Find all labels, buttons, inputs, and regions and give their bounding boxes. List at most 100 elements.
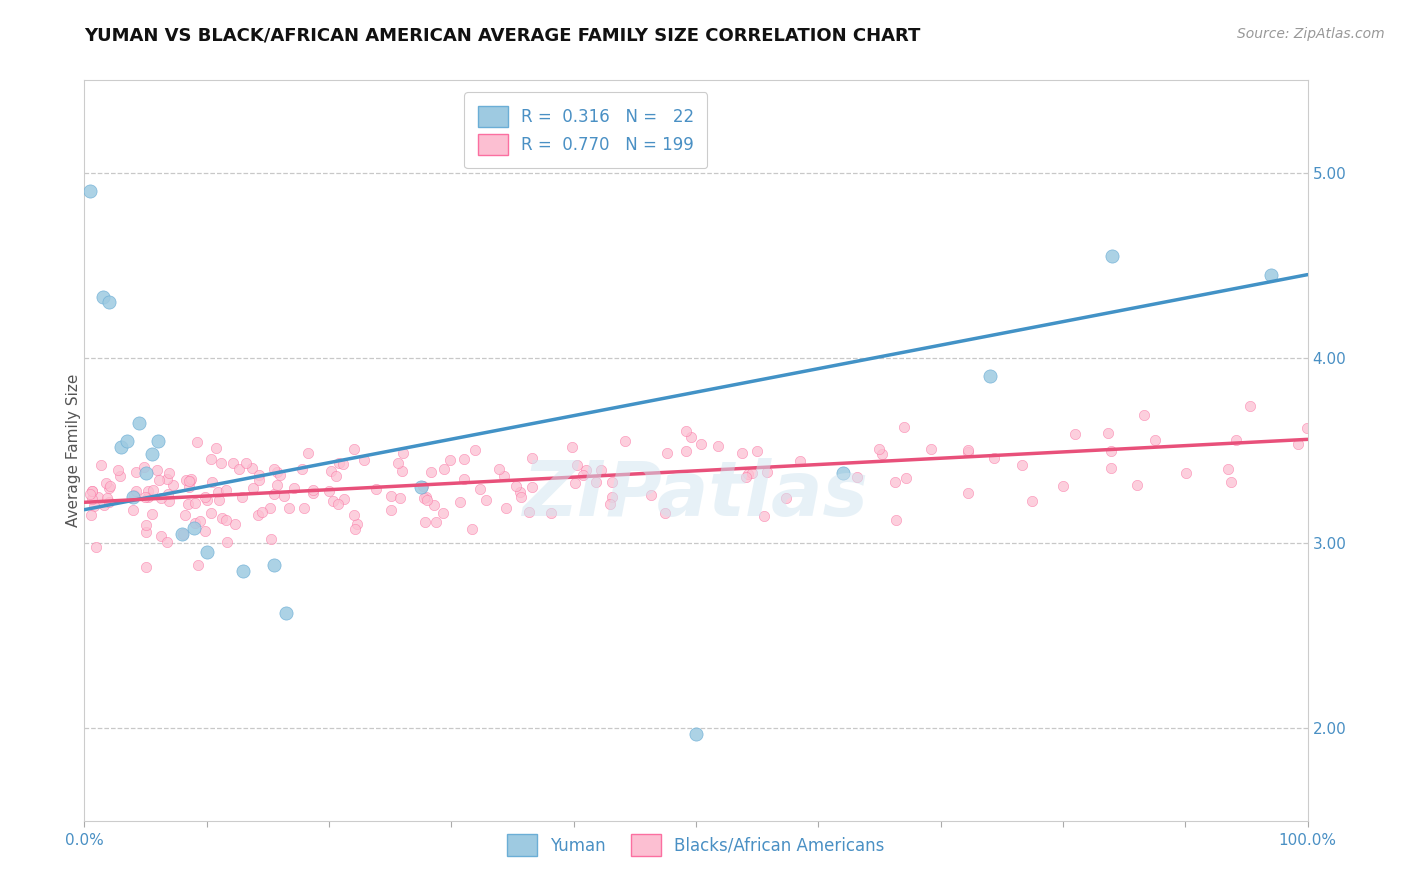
Point: [177, 480, 200, 494]
Point: [124, 465, 146, 479]
Point: [79, 185, 101, 199]
Point: [520, 450, 543, 465]
Point: [98, 479, 121, 493]
Point: [453, 472, 475, 486]
Point: [263, 462, 285, 476]
Point: [640, 488, 662, 502]
Point: [654, 506, 676, 520]
Point: [585, 475, 607, 489]
Point: [468, 482, 491, 496]
Point: [135, 560, 157, 574]
Point: [1286, 437, 1309, 451]
Point: [135, 524, 157, 539]
Point: [392, 445, 415, 459]
Point: [326, 497, 349, 511]
Text: Source: ZipAtlas.com: Source: ZipAtlas.com: [1237, 27, 1385, 41]
Y-axis label: Average Family Size: Average Family Size: [66, 374, 80, 527]
Point: [754, 508, 776, 523]
Point: [122, 490, 145, 504]
Point: [83, 499, 105, 513]
Point: [302, 483, 325, 497]
Point: [319, 464, 342, 478]
Point: [413, 491, 436, 506]
Point: [412, 479, 434, 493]
Point: [162, 478, 184, 492]
Point: [737, 467, 759, 481]
Point: [956, 486, 979, 500]
Point: [453, 452, 475, 467]
Point: [741, 467, 763, 481]
Point: [332, 492, 354, 507]
Point: [208, 492, 231, 507]
Point: [520, 480, 543, 494]
Point: [488, 462, 510, 476]
Point: [318, 483, 340, 498]
Point: [150, 491, 173, 505]
Point: [449, 494, 471, 508]
Point: [366, 483, 388, 497]
Point: [1239, 399, 1261, 413]
Point: [1101, 249, 1123, 263]
Point: [464, 443, 486, 458]
Point: [177, 497, 200, 511]
Point: [214, 483, 236, 497]
Point: [675, 443, 697, 458]
Point: [1260, 268, 1282, 282]
Point: [564, 475, 586, 490]
Point: [870, 447, 893, 461]
Point: [391, 464, 413, 478]
Text: YUMAN VS BLACK/AFRICAN AMERICAN AVERAGE FAMILY SIZE CORRELATION CHART: YUMAN VS BLACK/AFRICAN AMERICAN AVERAGE …: [84, 27, 921, 45]
Point: [409, 480, 432, 494]
Point: [259, 501, 281, 516]
Point: [157, 494, 180, 508]
Point: [353, 453, 375, 467]
Point: [1296, 421, 1319, 435]
Point: [433, 462, 456, 476]
Point: [172, 527, 194, 541]
Point: [110, 440, 132, 454]
Point: [266, 478, 288, 492]
Point: [789, 454, 811, 468]
Point: [423, 498, 446, 512]
Point: [599, 497, 621, 511]
Point: [173, 508, 195, 522]
Point: [250, 505, 273, 519]
Point: [98, 481, 121, 495]
Point: [195, 493, 218, 508]
Point: [328, 457, 350, 471]
Point: [214, 513, 236, 527]
Point: [108, 469, 131, 483]
Point: [135, 517, 157, 532]
Point: [775, 491, 797, 505]
Point: [1021, 493, 1043, 508]
Text: ZIPatlas: ZIPatlas: [523, 458, 869, 532]
Point: [1099, 444, 1122, 458]
Point: [187, 558, 209, 572]
Point: [325, 468, 347, 483]
Point: [415, 515, 437, 529]
Point: [707, 439, 730, 453]
Point: [884, 512, 907, 526]
Point: [492, 469, 515, 483]
Point: [344, 522, 367, 536]
Point: [343, 508, 366, 523]
Point: [149, 528, 172, 542]
Point: [283, 481, 305, 495]
Point: [136, 490, 159, 504]
Point: [260, 532, 283, 546]
Point: [1099, 460, 1122, 475]
Point: [186, 434, 208, 449]
Point: [96, 491, 118, 505]
Point: [517, 505, 540, 519]
Point: [80, 484, 103, 499]
Point: [1132, 408, 1154, 422]
Point: [276, 607, 298, 621]
Point: [1011, 458, 1033, 472]
Point: [332, 457, 354, 471]
Point: [602, 491, 624, 505]
Point: [685, 726, 707, 740]
Point: [655, 446, 678, 460]
Point: [342, 442, 364, 456]
Point: [231, 490, 253, 504]
Point: [247, 473, 270, 487]
